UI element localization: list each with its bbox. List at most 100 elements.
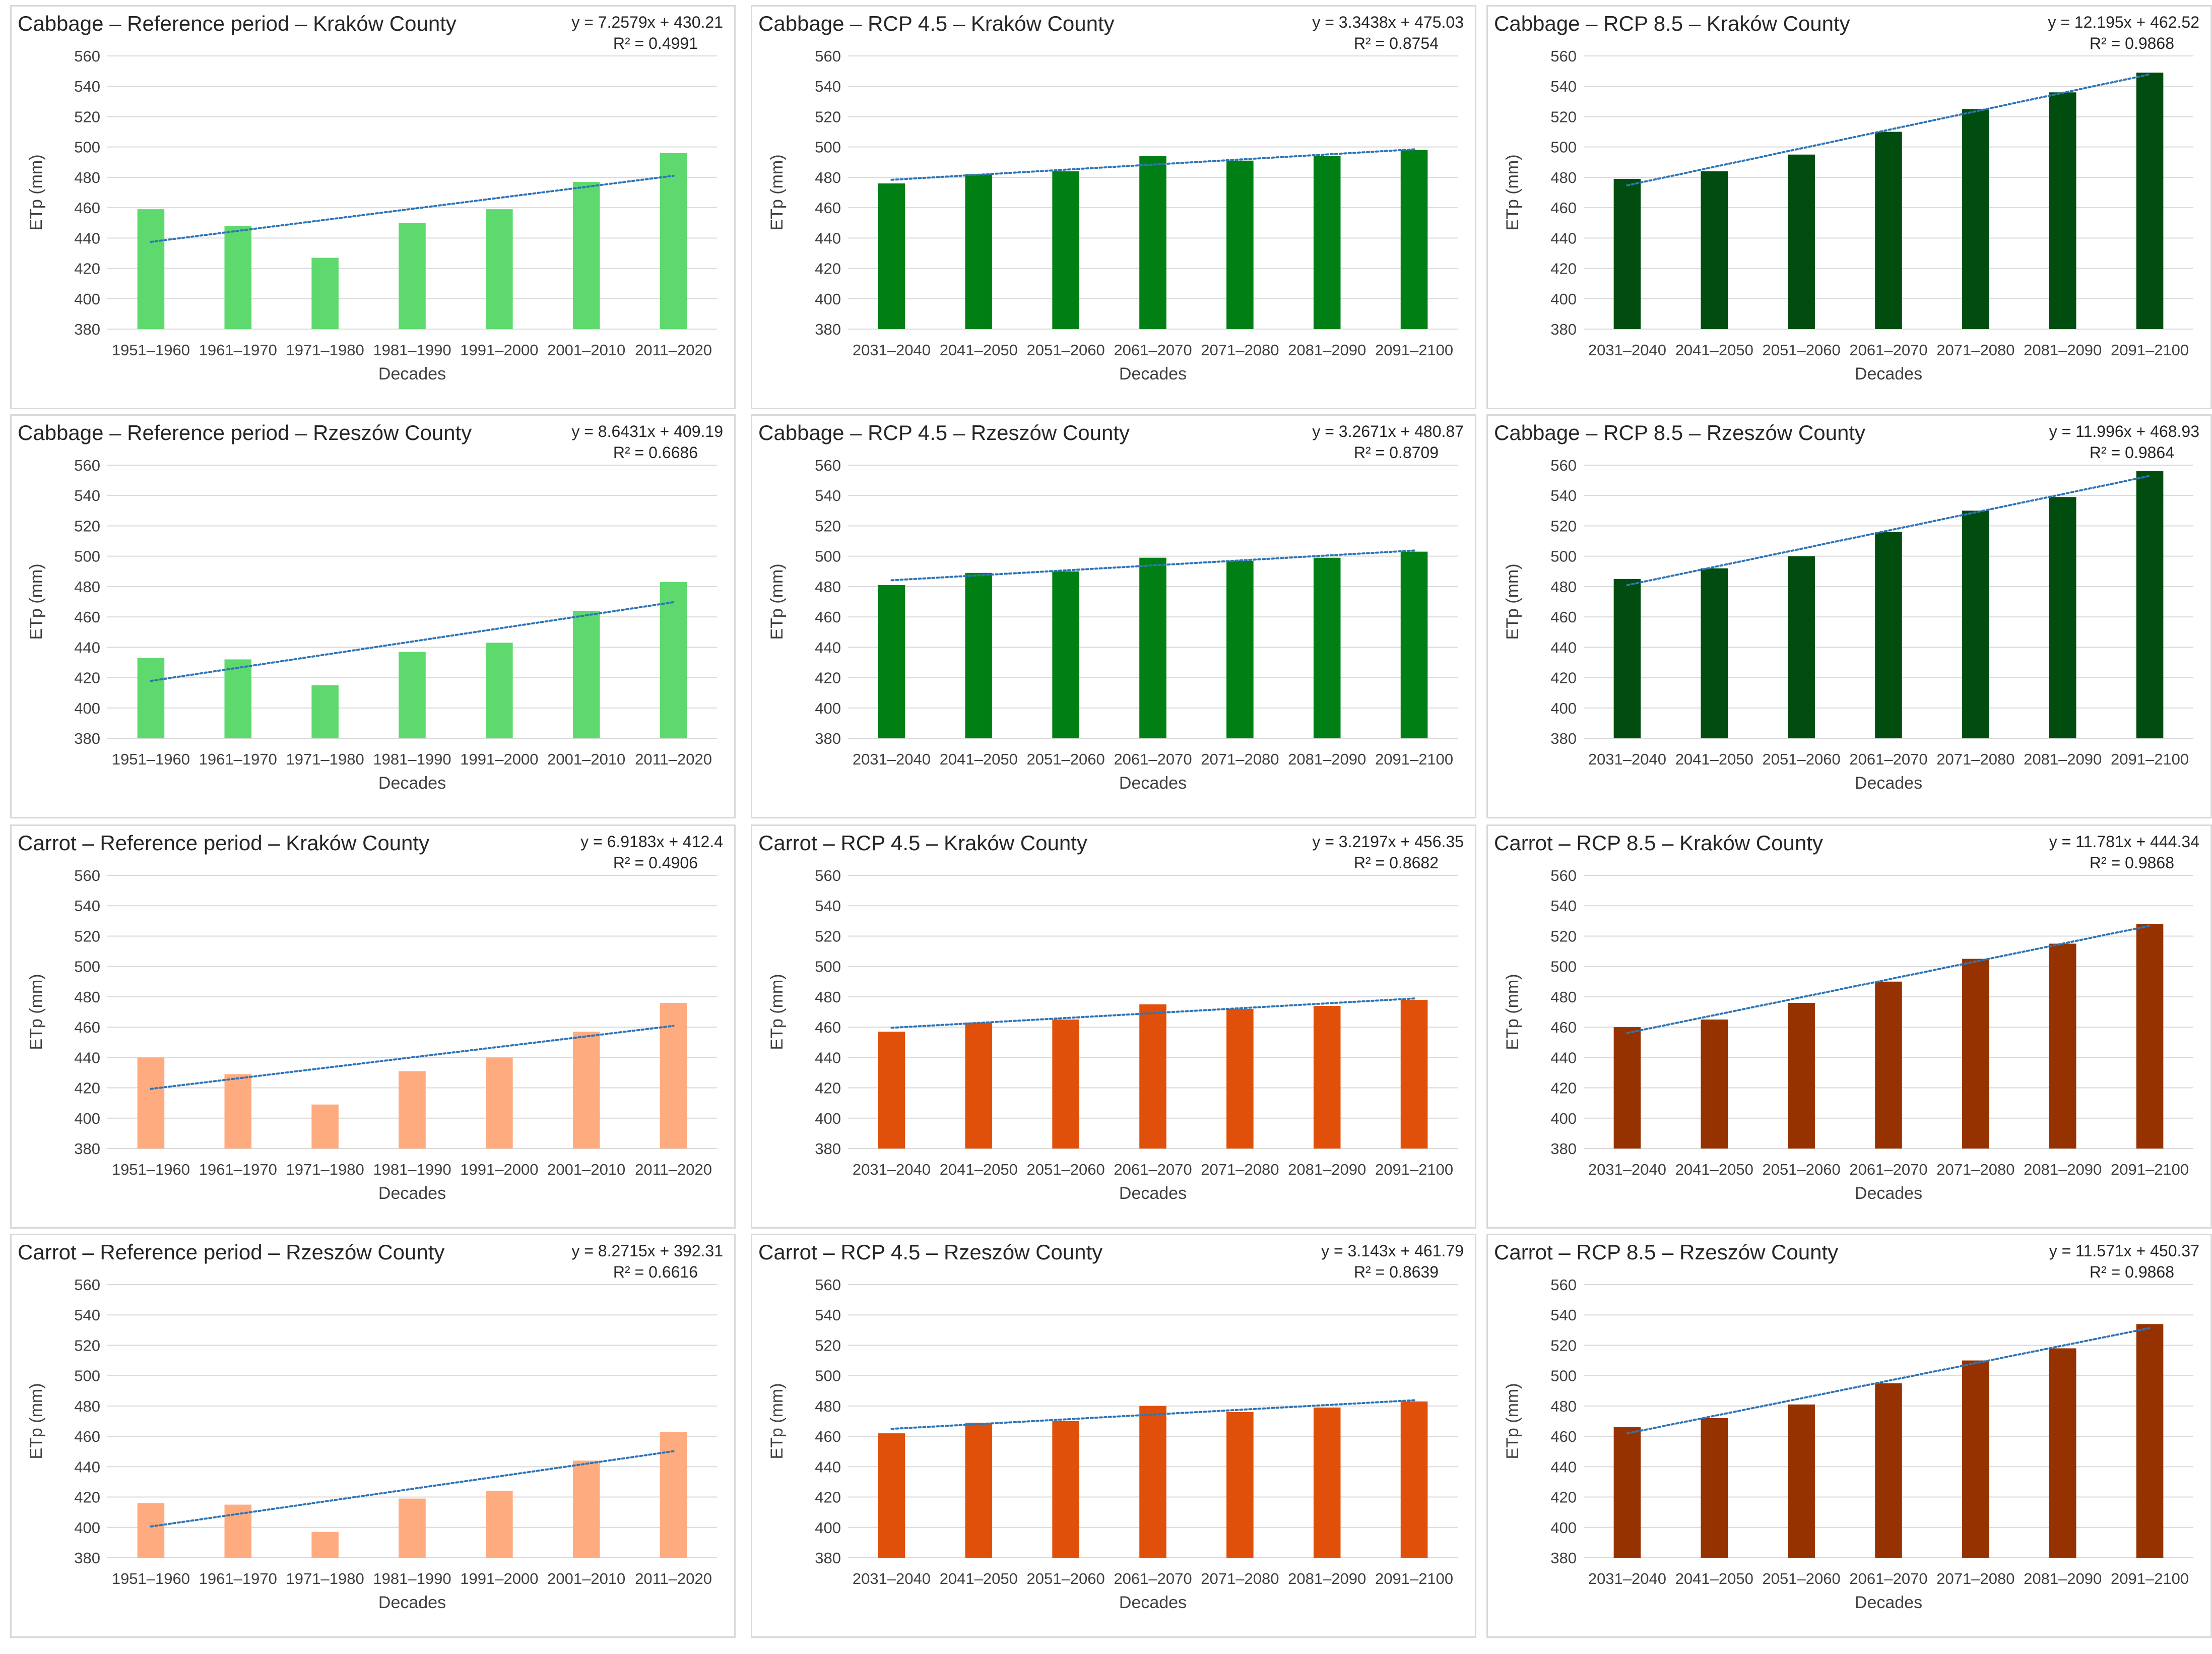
trend-equation: y = 11.996x + 468.93 [2049,422,2199,440]
y-tick-label: 480 [74,169,100,186]
chart-svg: 380 400 420 440 460 480 500 520 540 560 2031–2040 2… [1494,831,2199,1203]
x-tick-label: 2001–2010 [547,750,625,768]
y-tick-label: 560 [1550,1276,1577,1294]
y-tick-label: 380 [815,1549,841,1567]
bar [878,1032,905,1149]
x-tick-label: 2091–2100 [2111,1161,2189,1178]
x-tick-label: 2061–2070 [1849,1161,1927,1178]
bar [1875,981,1902,1149]
x-tick-label: 2091–2100 [2111,750,2189,768]
trend-equation: y = 12.195x + 462.52 [2048,13,2199,31]
x-tick-label: 2081–2090 [2024,1570,2102,1587]
x-tick-label: 1981–1990 [373,341,451,359]
y-tick-label: 560 [815,47,841,65]
trendline [1626,73,2151,186]
r-squared: R² = 0.9868 [2090,1263,2174,1281]
bar [1226,1412,1254,1558]
y-tick-label: 500 [1550,1367,1577,1385]
x-tick-label: 2051–2060 [1027,1570,1105,1587]
trend-equation: y = 11.571x + 450.37 [2049,1242,2199,1260]
y-tick-label: 500 [815,958,841,976]
chart-panel: 380 400 420 440 460 480 500 520 540 560 2031–2040 2… [751,5,1476,409]
y-axis-title: ETp (mm) [27,563,46,640]
bar [1052,1020,1079,1149]
bar [1400,551,1428,738]
x-tick-label: 1951–1960 [112,1570,190,1587]
y-axis-title: ETp (mm) [27,974,46,1050]
x-tick-label: 2071–2080 [1201,750,1279,768]
y-axis-title: ETp (mm) [1503,563,1522,640]
y-axis-title: ETp (mm) [767,154,787,230]
bar [2049,1348,2076,1558]
chart-title: Cabbage – Reference period – Kraków Coun… [18,12,457,35]
x-tick-label: 1981–1990 [373,750,451,768]
bar [1701,1418,1728,1558]
chart-title: Cabbage – RCP 8.5 – Kraków County [1494,12,1850,35]
y-tick-label: 420 [1550,1489,1577,1506]
y-tick-label: 500 [815,1367,841,1385]
bar [399,1071,426,1149]
y-tick-label: 480 [1550,1397,1577,1415]
trend-equation: y = 3.143x + 461.79 [1321,1242,1464,1260]
bar [1226,560,1254,738]
bar [1139,1004,1166,1149]
y-tick-label: 540 [74,1306,100,1324]
y-tick-label: 380 [74,321,100,338]
trend-equation: y = 8.6431x + 409.19 [571,422,723,440]
y-tick-label: 440 [74,639,100,656]
y-tick-label: 440 [815,1458,841,1476]
x-tick-label: 2051–2060 [1763,750,1841,768]
x-tick-label: 2071–2080 [1936,750,2014,768]
bar [1701,1020,1728,1149]
chart-panel: 380 400 420 440 460 480 500 520 540 560 2031–2040 2… [751,824,1476,1229]
y-tick-label: 540 [815,78,841,95]
x-tick-label: 2061–2070 [1114,1161,1192,1178]
bar [965,1023,993,1149]
y-tick-label: 480 [1550,988,1577,1006]
x-tick-label: 2081–2090 [2024,750,2102,768]
bar [137,658,165,738]
r-squared: R² = 0.8639 [1354,1263,1439,1281]
x-tick-label: 2071–2080 [1201,1161,1279,1178]
bar [1400,150,1428,329]
x-tick-label: 2071–2080 [1201,1570,1279,1587]
x-tick-label: 2001–2010 [547,1570,625,1587]
y-tick-label: 560 [74,867,100,884]
bar [1052,171,1079,329]
y-tick-label: 400 [1550,1519,1577,1537]
trendline [890,148,1415,181]
bar [137,209,165,329]
x-tick-label: 2031–2040 [853,750,931,768]
bar [1875,532,1902,738]
x-tick-label: 2091–2100 [2111,341,2189,359]
bar [1788,154,1815,329]
y-tick-label: 560 [1550,47,1577,65]
x-tick-label: 2041–2050 [940,1161,1018,1178]
y-tick-label: 560 [815,1276,841,1294]
y-tick-label: 440 [1550,1458,1577,1476]
trend-equation: y = 6.9183x + 412.4 [580,833,723,851]
bar [311,685,339,738]
y-tick-label: 400 [815,290,841,308]
x-tick-label: 1961–1970 [199,1570,277,1587]
x-axis-title: Decades [1119,1593,1187,1612]
y-tick-label: 540 [815,1306,841,1324]
y-tick-label: 520 [74,927,100,945]
y-tick-label: 500 [1550,548,1577,565]
bar [1052,571,1079,738]
y-tick-label: 400 [815,1110,841,1127]
x-tick-label: 2061–2070 [1849,1570,1927,1587]
chart-svg: 380 400 420 440 460 480 500 520 540 560 2031–2040 2… [758,1240,1464,1612]
bar [486,1491,513,1558]
x-tick-label: 2031–2040 [853,341,931,359]
bar [1052,1421,1079,1558]
y-tick-label: 540 [74,78,100,95]
y-tick-label: 520 [74,517,100,535]
x-tick-label: 2061–2070 [1849,750,1927,768]
chart-panel: 380 400 420 440 460 480 500 520 540 560 2031–2040 2… [1486,5,2212,409]
bar [1139,1406,1166,1558]
y-tick-label: 420 [815,260,841,278]
trendline [1626,475,2151,587]
y-axis-title: ETp (mm) [1503,974,1522,1050]
y-tick-label: 420 [1550,669,1577,687]
